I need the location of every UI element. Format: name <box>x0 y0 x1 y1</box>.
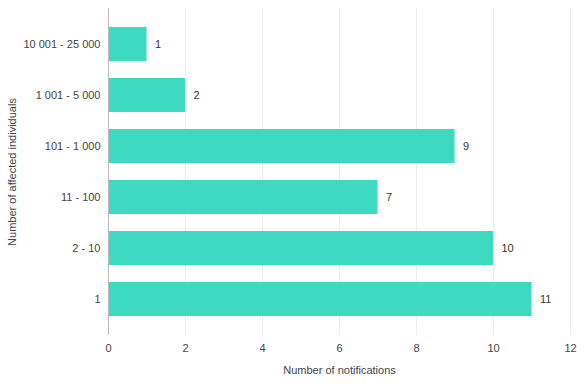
svg-text:1: 1 <box>94 293 100 305</box>
svg-text:Number of affected individuals: Number of affected individuals <box>6 98 18 246</box>
svg-text:4: 4 <box>259 342 265 354</box>
svg-text:8: 8 <box>413 342 419 354</box>
svg-text:7: 7 <box>386 191 392 203</box>
svg-text:2: 2 <box>182 342 188 354</box>
svg-text:10: 10 <box>487 342 499 354</box>
svg-text:0: 0 <box>105 342 111 354</box>
svg-text:1: 1 <box>155 38 161 50</box>
svg-text:Number of notifications: Number of notifications <box>283 364 396 376</box>
svg-text:12: 12 <box>564 342 576 354</box>
svg-text:6: 6 <box>336 342 342 354</box>
svg-text:2 - 10: 2 - 10 <box>72 242 100 254</box>
svg-text:1 001 - 5 000: 1 001 - 5 000 <box>36 89 101 101</box>
svg-text:11 - 100: 11 - 100 <box>61 191 101 203</box>
svg-text:9: 9 <box>463 140 469 152</box>
svg-text:10 001 - 25 000: 10 001 - 25 000 <box>23 38 100 50</box>
svg-text:2: 2 <box>194 89 200 101</box>
svg-text:11: 11 <box>540 293 551 305</box>
svg-text:10: 10 <box>502 242 514 254</box>
svg-text:101 - 1 000: 101 - 1 000 <box>45 140 101 152</box>
